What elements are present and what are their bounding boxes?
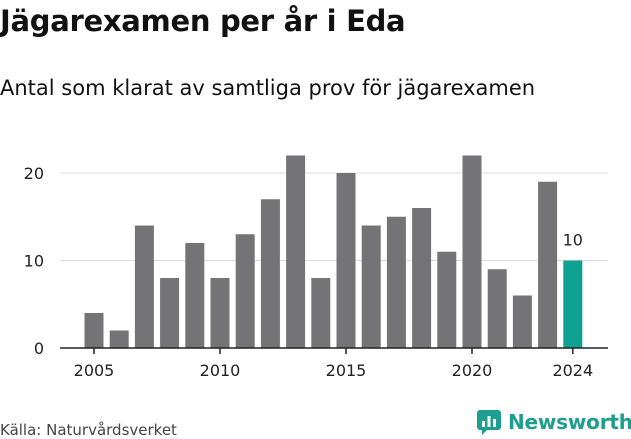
bar-2014 <box>311 278 331 348</box>
data-label-2024: 10 <box>563 231 583 250</box>
chart-title: Jägarexamen per år i Eda <box>0 4 406 38</box>
x-tick-label-2020: 2020 <box>452 361 493 380</box>
bar-2005 <box>84 313 104 348</box>
bar-2018 <box>412 208 432 348</box>
source-note: Källa: Naturvårdsverket <box>0 421 177 439</box>
x-tick-label-2015: 2015 <box>326 361 367 380</box>
brand-logo: Newsworthy <box>476 409 631 435</box>
chart-subtitle: Antal som klarat av samtliga prov för jä… <box>0 76 536 100</box>
bar-2022 <box>512 295 532 348</box>
bar-2012 <box>260 199 280 348</box>
bar-2016 <box>361 225 381 348</box>
y-tick-label-20: 20 <box>24 164 44 183</box>
bar-2013 <box>286 155 306 348</box>
bar-2019 <box>437 251 457 348</box>
x-tick-label-2024: 2024 <box>552 361 593 380</box>
bar-2023 <box>538 181 558 348</box>
bar-2007 <box>134 225 154 348</box>
brand-name: Newsworthy <box>508 410 631 434</box>
bar-2010 <box>210 278 230 348</box>
y-tick-label-0: 0 <box>34 339 44 358</box>
bar-2021 <box>487 269 507 348</box>
bar-2024 <box>563 260 583 348</box>
bar-2011 <box>235 234 255 348</box>
bar-2020 <box>462 155 482 348</box>
bar-2008 <box>160 278 180 348</box>
x-tick-label-2005: 2005 <box>74 361 115 380</box>
bar-2006 <box>109 330 129 348</box>
x-tick-label-2010: 2010 <box>200 361 241 380</box>
bar-2015 <box>336 173 356 348</box>
bar-2009 <box>185 243 205 348</box>
newsworthy-logo-icon <box>477 410 501 435</box>
bar-2017 <box>386 216 406 348</box>
y-tick-label-10: 10 <box>24 252 44 271</box>
